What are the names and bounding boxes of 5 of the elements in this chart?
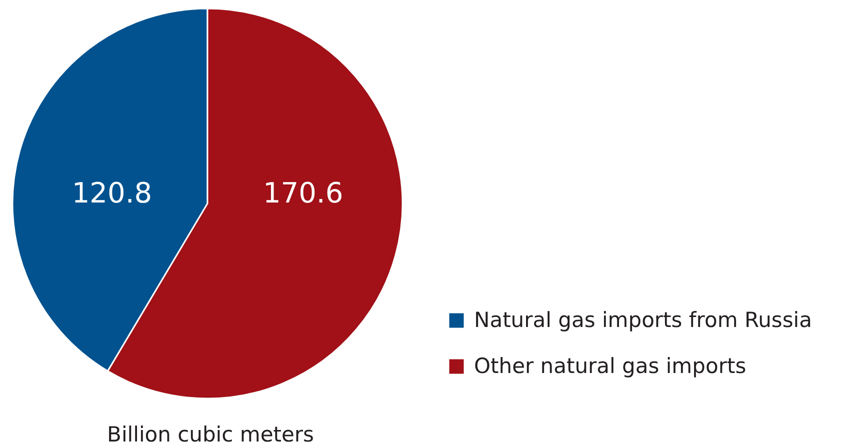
legend-label: Natural gas imports from Russia: [474, 308, 812, 332]
data-label: 170.6: [262, 176, 344, 210]
data-label: 120.8: [72, 176, 152, 210]
text: Billion cubic meters: [107, 422, 314, 446]
legend-label: Other natural gas imports: [474, 354, 746, 378]
